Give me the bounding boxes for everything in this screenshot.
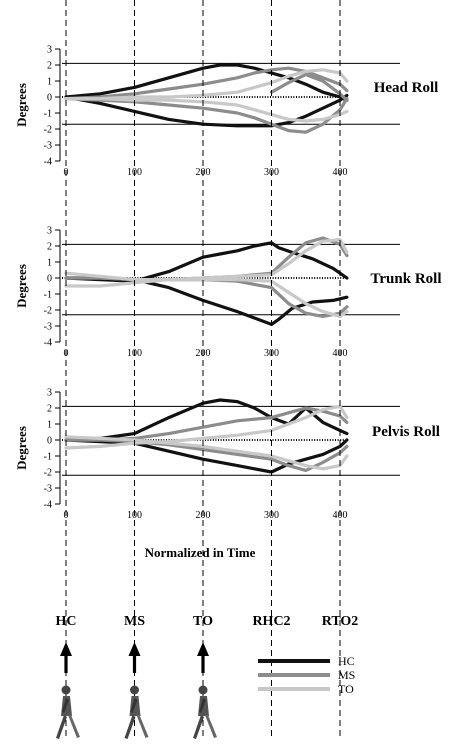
series-line-hc (64, 93, 349, 128)
series-line-hc (64, 398, 349, 442)
y-tick-label: -4 (44, 500, 52, 511)
series-line-to (64, 435, 349, 471)
y-tick-label: 0 (47, 93, 52, 104)
y-tick-label: -4 (44, 157, 52, 168)
y-tick-label: 1 (47, 420, 52, 431)
walker-leg-front (205, 715, 217, 738)
events-group: HC MS TO RHC2 RTO2 (56, 614, 359, 739)
y-tick-label: 3 (47, 45, 52, 56)
arrow-up-icon (60, 642, 72, 656)
series-line-ms (269, 73, 349, 102)
event-lines-group (65, 0, 341, 738)
event-label-to: TO (193, 614, 213, 629)
legend-label-hc: HC (338, 654, 355, 668)
y-tick-label: 2 (47, 404, 52, 415)
event-label-ms: MS (124, 614, 145, 629)
event-label-rhc2: RHC2 (252, 614, 290, 629)
y-tick-label: 2 (47, 242, 52, 253)
walking-person-icon (193, 685, 217, 739)
y-tick-label: 1 (47, 77, 52, 88)
walker-leg-back (56, 715, 67, 739)
y-tick-label: 0 (47, 274, 52, 285)
y-tick-label: -1 (44, 452, 52, 463)
y-tick-label: -1 (44, 109, 52, 120)
panel-title: Head Roll (374, 80, 439, 96)
y-tick-label: 3 (47, 388, 52, 399)
y-tick-label: 1 (47, 258, 52, 269)
y-axis-label: Degrees (14, 426, 29, 470)
panel-title: Trunk Roll (371, 271, 442, 287)
series-line-hc (64, 241, 349, 283)
y-tick-label: 2 (47, 61, 52, 72)
y-tick-label: -3 (44, 141, 52, 152)
y-tick-label: -1 (44, 290, 52, 301)
walker-leg-front (136, 715, 149, 738)
walker-head (130, 685, 139, 695)
series-line-to (64, 68, 349, 101)
walking-person-icon (56, 685, 80, 739)
y-tick-label: -2 (44, 468, 52, 479)
arrow-up-icon (128, 642, 141, 656)
walker-leg-back (193, 715, 204, 739)
event-label-hc: HC (56, 614, 77, 629)
y-tick-label: -4 (44, 338, 52, 349)
walker-arm (130, 698, 138, 713)
legend-label-to: TO (338, 682, 354, 696)
arrow-up-icon (197, 642, 209, 656)
y-tick-label: -3 (44, 484, 52, 495)
event-label-rto2: RTO2 (322, 614, 359, 629)
series-line-to (64, 271, 349, 318)
walker-arm (62, 698, 69, 713)
y-axis-label: Degrees (14, 83, 29, 127)
x-axis-label: Normalized in Time (145, 545, 256, 560)
y-tick-label: 0 (47, 436, 52, 447)
walking-person-icon (124, 685, 149, 739)
walker-head (61, 685, 71, 695)
y-tick-label: 3 (47, 226, 52, 237)
legend-label-ms: MS (338, 668, 355, 682)
panel-title: Pelvis Roll (372, 424, 440, 440)
walker-leg-front (68, 715, 80, 738)
y-axis-label: Degrees (14, 264, 29, 308)
series-line-to (64, 404, 349, 450)
y-tick-label: -3 (44, 322, 52, 333)
y-tick-label: -2 (44, 125, 52, 136)
series-line-to (64, 238, 349, 288)
series-line-ms (64, 406, 349, 442)
y-tick-label: -2 (44, 306, 52, 317)
walker-arm (199, 698, 206, 713)
series-line-hc (64, 63, 349, 102)
walker-leg-back (124, 715, 136, 739)
walker-head (198, 685, 208, 695)
